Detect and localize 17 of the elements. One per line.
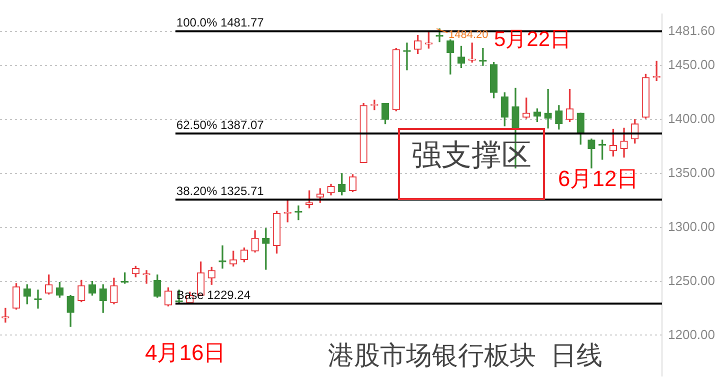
ref-line-label: 100.0% 1481.77 xyxy=(176,16,264,30)
y-tick-label: 1481.60 xyxy=(668,23,715,38)
y-tick-label: 1350.00 xyxy=(668,165,715,180)
ref-line-label: 38.20% 1325.71 xyxy=(176,184,264,198)
annotation: 1484.20 xyxy=(448,29,488,42)
y-tick-label: 1400.00 xyxy=(668,111,715,126)
annotation: 港股市场银行板块 日线 xyxy=(328,340,602,372)
y-tick-label: 1200.00 xyxy=(668,326,715,342)
candlestick xyxy=(403,42,411,70)
annotation: 5月22日 xyxy=(494,27,572,52)
y-tick-label: 1300.00 xyxy=(668,218,715,234)
y-tick-label: 1250.00 xyxy=(668,272,715,288)
annotation: 6月12日 xyxy=(558,166,639,192)
annotation: 4月16日 xyxy=(145,340,226,366)
ref-line-label: 62.50% 1387.07 xyxy=(176,118,264,132)
candlestick xyxy=(544,88,552,128)
y-tick-label: 1450.00 xyxy=(668,57,715,72)
